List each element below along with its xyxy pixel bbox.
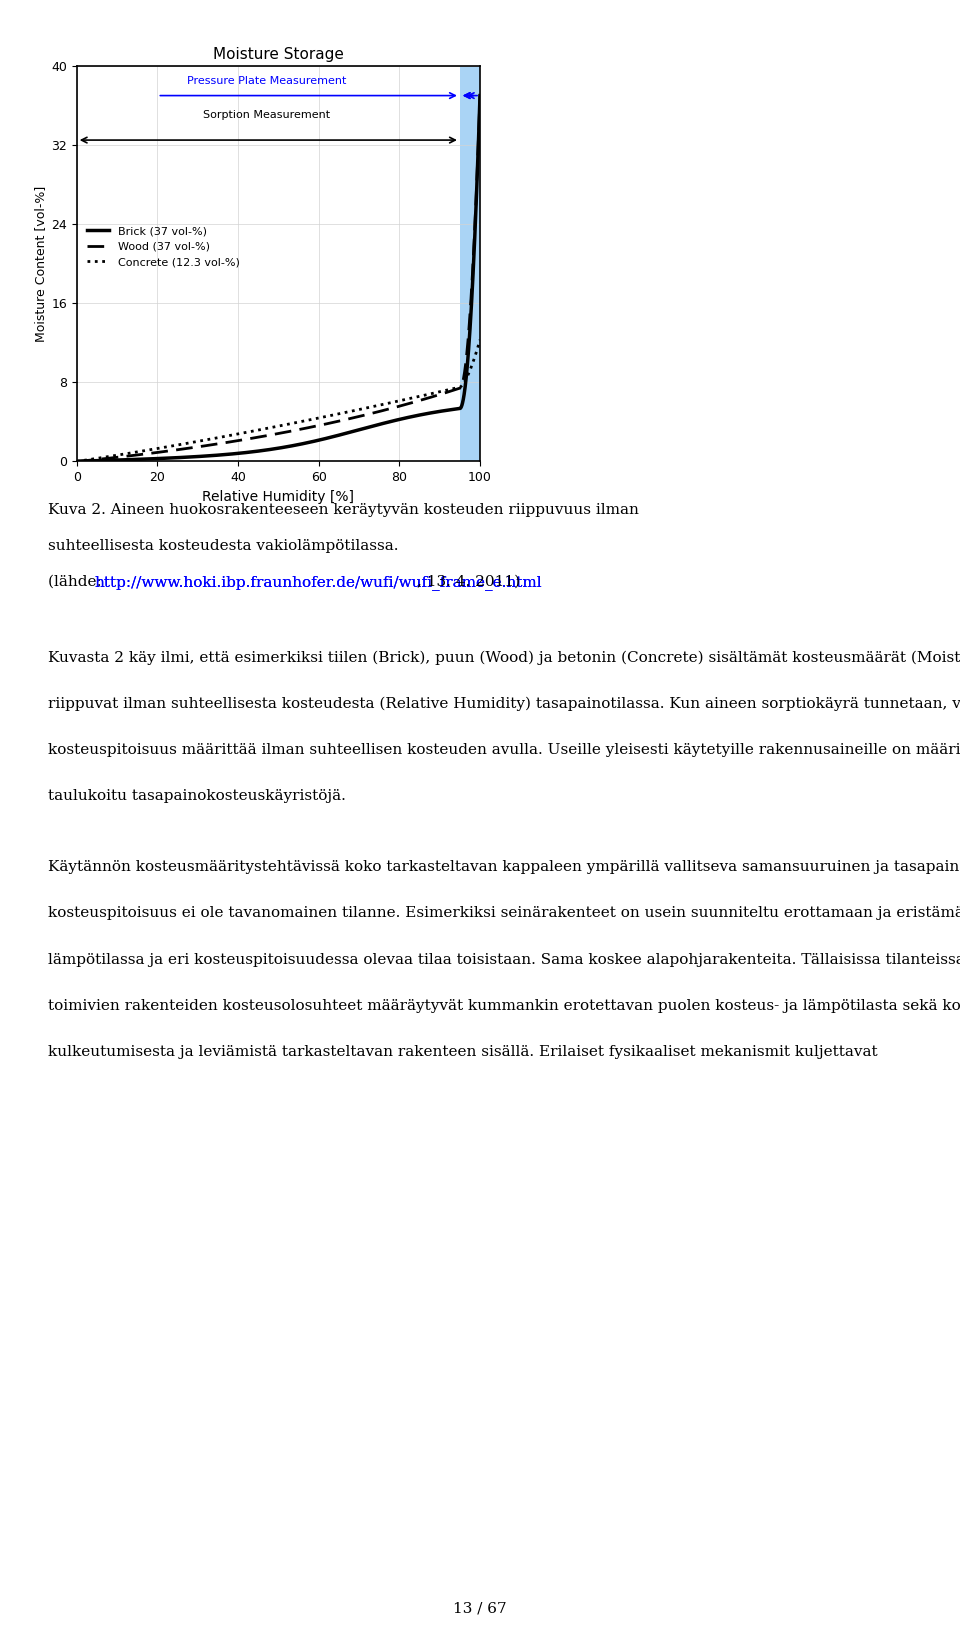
Text: suhteellisesta kosteudesta vakiolämpötilassa.: suhteellisesta kosteudesta vakiolämpötil… [48, 539, 398, 552]
Text: , 13. 4. 2011): , 13. 4. 2011) [417, 575, 519, 588]
Text: http://www.hoki.ibp.fraunhofer.de/wufi/wufi_frame_e.html: http://www.hoki.ibp.fraunhofer.de/wufi/w… [94, 575, 541, 590]
Text: 13 / 67: 13 / 67 [453, 1602, 507, 1615]
Legend: Brick (37 vol-%), Wood (37 vol-%), Concrete (12.3 vol-%): Brick (37 vol-%), Wood (37 vol-%), Concr… [83, 222, 244, 272]
X-axis label: Relative Humidity [%]: Relative Humidity [%] [203, 489, 354, 504]
Text: riippuvat ilman suhteellisesta kosteudesta (Relative Humidity) tasapainotilassa.: riippuvat ilman suhteellisesta kosteudes… [48, 697, 960, 712]
Text: lämpötilassa ja eri kosteuspitoisuudessa olevaa tilaa toisistaan. Sama koskee al: lämpötilassa ja eri kosteuspitoisuudessa… [48, 953, 960, 966]
Y-axis label: Moisture Content [vol-%]: Moisture Content [vol-%] [34, 186, 47, 341]
Text: Sorption Measurement: Sorption Measurement [203, 110, 330, 120]
Text: Kuvasta 2 käy ilmi, että esimerkiksi tiilen (Brick), puun (Wood) ja betonin (Con: Kuvasta 2 käy ilmi, että esimerkiksi tii… [48, 651, 960, 666]
Text: kulkeutumisesta ja leviämistä tarkasteltavan rakenteen sisällä. Erilaiset fysika: kulkeutumisesta ja leviämistä tarkastelt… [48, 1045, 877, 1058]
Text: kosteuspitoisuus määrittää ilman suhteellisen kosteuden avulla. Useille yleisest: kosteuspitoisuus määrittää ilman suhteel… [48, 743, 960, 756]
Text: kosteuspitoisuus ei ole tavanomainen tilanne. Esimerkiksi seinärakenteet on usei: kosteuspitoisuus ei ole tavanomainen til… [48, 906, 960, 920]
Text: taulukoitu tasapainokosteuskäyristöjä.: taulukoitu tasapainokosteuskäyristöjä. [48, 789, 346, 803]
Text: Pressure Plate Measurement: Pressure Plate Measurement [186, 76, 346, 86]
Text: http://www.hoki.ibp.fraunhofer.de/wufi/wufi_frame_e.html: http://www.hoki.ibp.fraunhofer.de/wufi/w… [94, 575, 541, 590]
Bar [460, 66, 480, 461]
Text: Käytännön kosteusmääritystehtävissä koko tarkasteltavan kappaleen ympärillä vall: Käytännön kosteusmääritystehtävissä koko… [48, 860, 960, 873]
Text: (lähde:: (lähde: [48, 575, 107, 588]
Text: toimivien rakenteiden kosteusolosuhteet määräytyvät kummankin erotettavan puolen: toimivien rakenteiden kosteusolosuhteet … [48, 999, 960, 1012]
Title: Moisture Storage: Moisture Storage [213, 48, 344, 63]
Text: Kuva 2. Aineen huokosrakenteeseen keräytyvän kosteuden riippuvuus ilman: Kuva 2. Aineen huokosrakenteeseen keräyt… [48, 503, 638, 516]
